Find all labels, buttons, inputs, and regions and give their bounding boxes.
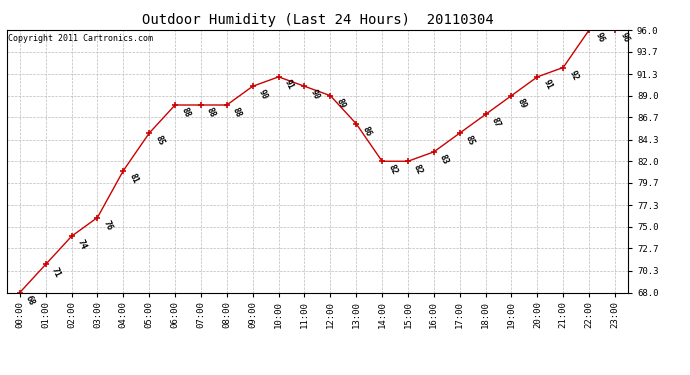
Text: 76: 76	[101, 219, 114, 232]
Text: Copyright 2011 Cartronics.com: Copyright 2011 Cartronics.com	[8, 34, 153, 43]
Text: 91: 91	[542, 78, 554, 91]
Title: Outdoor Humidity (Last 24 Hours)  20110304: Outdoor Humidity (Last 24 Hours) 2011030…	[141, 13, 493, 27]
Text: 88: 88	[231, 106, 244, 119]
Text: 87: 87	[490, 116, 502, 129]
Text: 89: 89	[335, 97, 347, 110]
Text: 90: 90	[308, 88, 321, 100]
Text: 81: 81	[128, 172, 140, 185]
Text: 90: 90	[257, 88, 269, 100]
Text: 71: 71	[50, 266, 62, 279]
Text: 96: 96	[593, 32, 606, 44]
Text: 88: 88	[179, 106, 192, 119]
Text: 85: 85	[153, 135, 166, 147]
Text: 92: 92	[567, 69, 580, 82]
Text: 85: 85	[464, 135, 476, 147]
Text: 83: 83	[438, 153, 451, 166]
Text: 86: 86	[360, 125, 373, 138]
Text: 89: 89	[515, 97, 528, 110]
Text: 68: 68	[24, 294, 37, 307]
Text: 74: 74	[76, 238, 88, 250]
Text: 82: 82	[386, 163, 399, 176]
Text: 82: 82	[412, 163, 424, 176]
Text: 96: 96	[619, 32, 631, 44]
Text: 88: 88	[205, 106, 217, 119]
Text: 91: 91	[283, 78, 295, 91]
